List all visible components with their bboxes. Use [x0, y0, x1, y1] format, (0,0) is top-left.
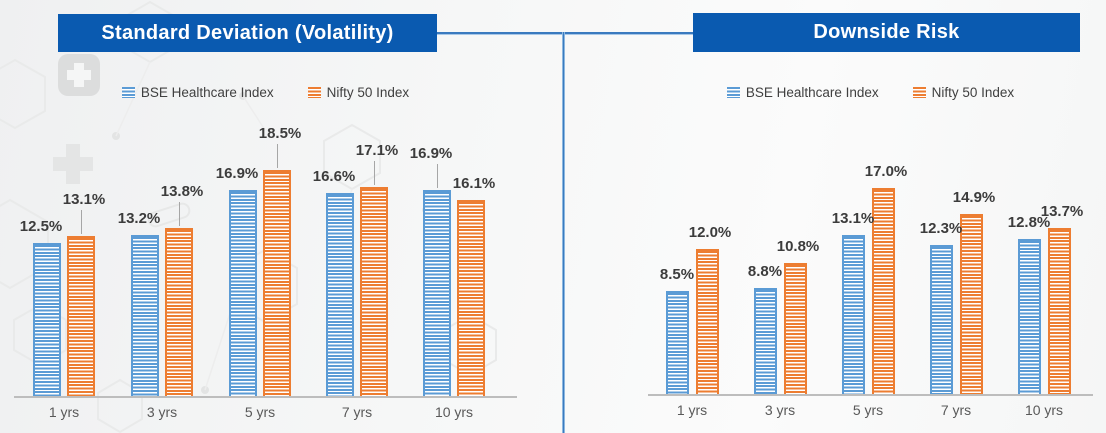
bar — [131, 235, 159, 396]
value-label: 8.5% — [659, 266, 695, 283]
legend-swatch-bse-icon — [726, 86, 740, 98]
bar — [1047, 228, 1071, 394]
value-label: 8.8% — [747, 263, 783, 280]
bar — [326, 193, 354, 396]
label-leader-line — [437, 164, 438, 188]
value-label: 16.6% — [312, 168, 356, 185]
axis-baseline — [14, 396, 517, 398]
divider-line-vertical — [562, 32, 565, 433]
bar — [360, 187, 388, 396]
bar — [841, 235, 865, 394]
category-label: 5 yrs — [852, 402, 884, 418]
legend-label-bse: BSE Healthcare Index — [745, 84, 879, 100]
value-label: 14.9% — [952, 189, 996, 206]
legend-item-nifty: Nifty 50 Index — [307, 84, 410, 100]
value-label: 10.8% — [776, 238, 820, 255]
bar — [67, 236, 95, 396]
axis-baseline — [648, 394, 1093, 396]
bar — [783, 263, 807, 394]
bar — [959, 214, 983, 394]
value-label: 13.2% — [117, 210, 161, 227]
legend-swatch-nifty-icon — [307, 86, 321, 98]
bar — [695, 249, 719, 394]
pill-icon — [147, 202, 191, 228]
bar — [229, 190, 257, 396]
legend-downside-risk: BSE Healthcare Index Nifty 50 Index — [648, 83, 1093, 101]
value-label: 18.5% — [258, 125, 302, 142]
value-label: 12.3% — [919, 220, 963, 237]
label-leader-line — [374, 161, 375, 185]
label-leader-line — [81, 210, 82, 234]
legend-item-nifty: Nifty 50 Index — [912, 84, 1015, 100]
value-label: 12.0% — [688, 224, 732, 241]
category-label: 10 yrs — [1024, 402, 1064, 418]
category-label: 1 yrs — [48, 404, 80, 420]
value-label: 17.0% — [864, 163, 908, 180]
chart-title-downside-risk: Downside Risk — [693, 13, 1080, 52]
legend-swatch-bse-icon — [121, 86, 135, 98]
category-label: 1 yrs — [676, 402, 708, 418]
value-label: 13.1% — [62, 191, 106, 208]
chart-title-standard-deviation: Standard Deviation (Volatility) — [58, 14, 437, 52]
legend-swatch-nifty-icon — [912, 86, 926, 98]
legend-label-nifty: Nifty 50 Index — [326, 84, 410, 100]
category-label: 3 yrs — [764, 402, 796, 418]
value-label: 13.1% — [831, 210, 875, 227]
legend-standard-deviation: BSE Healthcare Index Nifty 50 Index — [14, 83, 517, 101]
connector-line-horizontal — [437, 32, 693, 35]
legend-item-bse: BSE Healthcare Index — [726, 84, 879, 100]
medical-cross-icon — [53, 144, 93, 184]
value-label: 13.7% — [1040, 203, 1084, 220]
value-label: 16.9% — [409, 145, 453, 162]
bar — [33, 243, 61, 396]
value-label: 13.8% — [160, 183, 204, 200]
bar — [1017, 239, 1041, 394]
category-label: 5 yrs — [244, 404, 276, 420]
medical-cross-badge-icon — [58, 54, 100, 96]
bar — [665, 291, 689, 394]
bar — [929, 245, 953, 394]
legend-label-nifty: Nifty 50 Index — [931, 84, 1015, 100]
legend-label-bse: BSE Healthcare Index — [140, 84, 274, 100]
value-label: 12.8% — [1007, 214, 1051, 231]
category-label: 10 yrs — [434, 404, 474, 420]
category-label: 3 yrs — [146, 404, 178, 420]
legend-item-bse: BSE Healthcare Index — [121, 84, 274, 100]
bar — [423, 190, 451, 396]
background-decoration — [0, 0, 497, 433]
category-label: 7 yrs — [341, 404, 373, 420]
label-leader-line — [179, 202, 180, 226]
bar — [753, 288, 777, 394]
value-label: 16.9% — [215, 165, 259, 182]
category-label: 7 yrs — [940, 402, 972, 418]
value-label: 16.1% — [452, 175, 496, 192]
bar — [165, 228, 193, 396]
bar — [871, 188, 895, 394]
bar — [263, 170, 291, 396]
value-label: 17.1% — [355, 142, 399, 159]
label-leader-line — [277, 144, 278, 168]
bar — [457, 200, 485, 396]
value-label: 12.5% — [19, 218, 63, 235]
